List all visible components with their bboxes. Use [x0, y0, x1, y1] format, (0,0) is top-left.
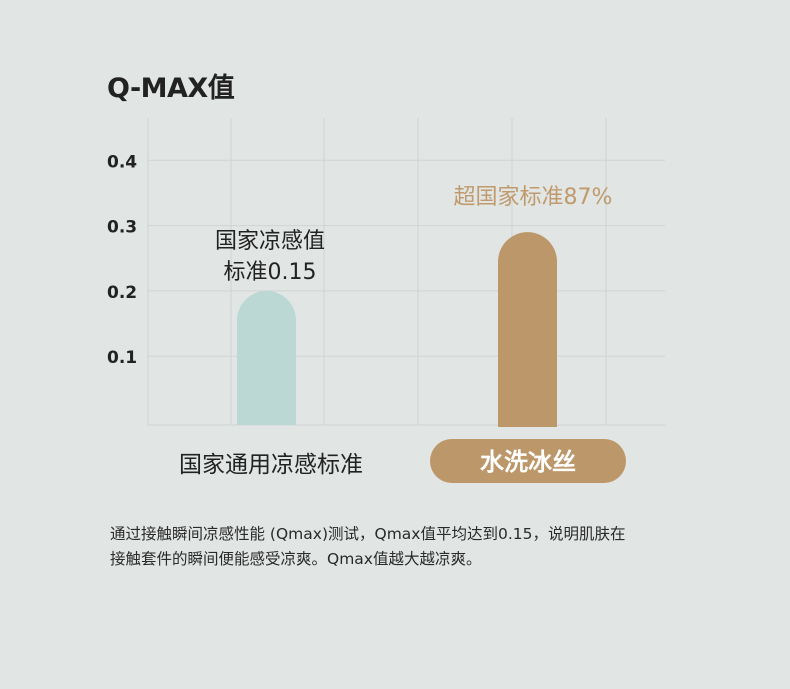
- category-highlight-pill: [430, 439, 626, 483]
- y-tick-label: 0.1: [107, 348, 137, 368]
- y-tick-label: 0.3: [107, 218, 137, 238]
- x-tick-label: 国家通用凉感标准: [179, 452, 363, 478]
- description-line: 通过接触瞬间凉感性能 (Qmax)测试，Qmax值平均达到0.15，说明肌肤在: [110, 525, 626, 543]
- description-line: 接触套件的瞬间便能感受凉爽。Qmax值越大越凉爽。: [110, 550, 482, 568]
- bar: [237, 290, 296, 425]
- y-tick-label: 0.2: [107, 283, 137, 303]
- data-label: 国家凉感值: [215, 229, 325, 254]
- data-label: 标准0.15: [224, 260, 317, 285]
- bar: [498, 232, 557, 427]
- description: 通过接触瞬间凉感性能 (Qmax)测试，Qmax值平均达到0.15，说明肌肤在 …: [110, 522, 710, 572]
- chart-title: Q-MAX值: [107, 73, 235, 104]
- y-tick-label: 0.4: [107, 152, 137, 172]
- x-tick-label: 水洗冰丝: [480, 448, 576, 476]
- data-label: 超国家标准87%: [454, 185, 613, 210]
